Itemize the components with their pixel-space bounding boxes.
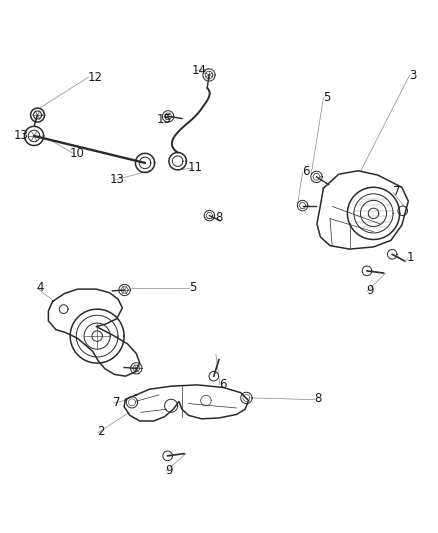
Text: 10: 10 bbox=[70, 147, 85, 160]
Text: 7: 7 bbox=[393, 185, 400, 198]
Text: 1: 1 bbox=[407, 251, 414, 264]
Text: 12: 12 bbox=[88, 71, 102, 84]
Text: 9: 9 bbox=[165, 464, 173, 477]
Text: 6: 6 bbox=[219, 377, 227, 391]
Text: 8: 8 bbox=[314, 392, 322, 405]
Text: 8: 8 bbox=[215, 211, 223, 224]
Text: 3: 3 bbox=[409, 69, 417, 82]
Text: 4: 4 bbox=[36, 281, 43, 294]
Text: 13: 13 bbox=[110, 173, 124, 186]
Text: 9: 9 bbox=[367, 284, 374, 297]
Text: 6: 6 bbox=[302, 165, 310, 178]
Text: 5: 5 bbox=[189, 281, 197, 294]
Text: 5: 5 bbox=[323, 91, 331, 104]
Text: 11: 11 bbox=[187, 161, 202, 174]
Text: 14: 14 bbox=[192, 64, 207, 77]
Text: 15: 15 bbox=[157, 113, 172, 126]
Text: 13: 13 bbox=[14, 130, 28, 142]
Text: 2: 2 bbox=[97, 424, 104, 438]
Text: 7: 7 bbox=[113, 396, 120, 409]
